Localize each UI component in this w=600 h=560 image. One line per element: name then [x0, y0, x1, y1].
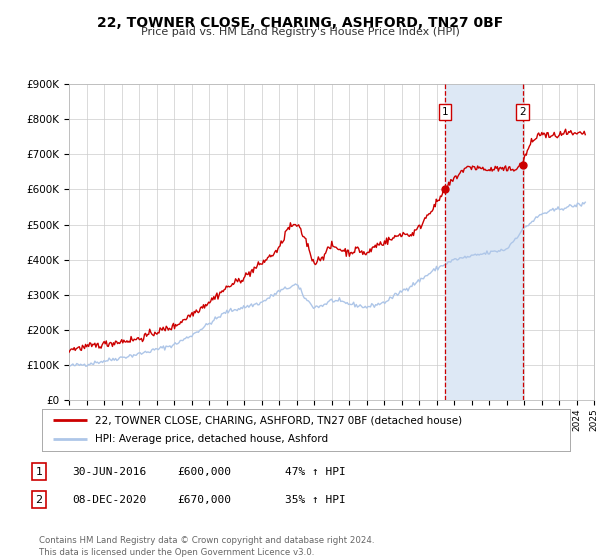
Text: 1: 1 [35, 466, 43, 477]
Text: Contains HM Land Registry data © Crown copyright and database right 2024.
This d: Contains HM Land Registry data © Crown c… [39, 536, 374, 557]
Text: 30-JUN-2016: 30-JUN-2016 [72, 466, 146, 477]
Text: 47% ↑ HPI: 47% ↑ HPI [285, 466, 346, 477]
Text: 1: 1 [442, 107, 449, 117]
Bar [445, 84, 523, 400]
Text: £670,000: £670,000 [177, 494, 231, 505]
Text: 2: 2 [519, 107, 526, 117]
Text: 22, TOWNER CLOSE, CHARING, ASHFORD, TN27 0BF (detached house): 22, TOWNER CLOSE, CHARING, ASHFORD, TN27… [95, 415, 462, 425]
Text: 08-DEC-2020: 08-DEC-2020 [72, 494, 146, 505]
Text: 2: 2 [35, 494, 43, 505]
Text: Price paid vs. HM Land Registry's House Price Index (HPI): Price paid vs. HM Land Registry's House … [140, 27, 460, 38]
Text: £600,000: £600,000 [177, 466, 231, 477]
Text: 22, TOWNER CLOSE, CHARING, ASHFORD, TN27 0BF: 22, TOWNER CLOSE, CHARING, ASHFORD, TN27… [97, 16, 503, 30]
Text: 35% ↑ HPI: 35% ↑ HPI [285, 494, 346, 505]
Text: HPI: Average price, detached house, Ashford: HPI: Average price, detached house, Ashf… [95, 435, 328, 445]
